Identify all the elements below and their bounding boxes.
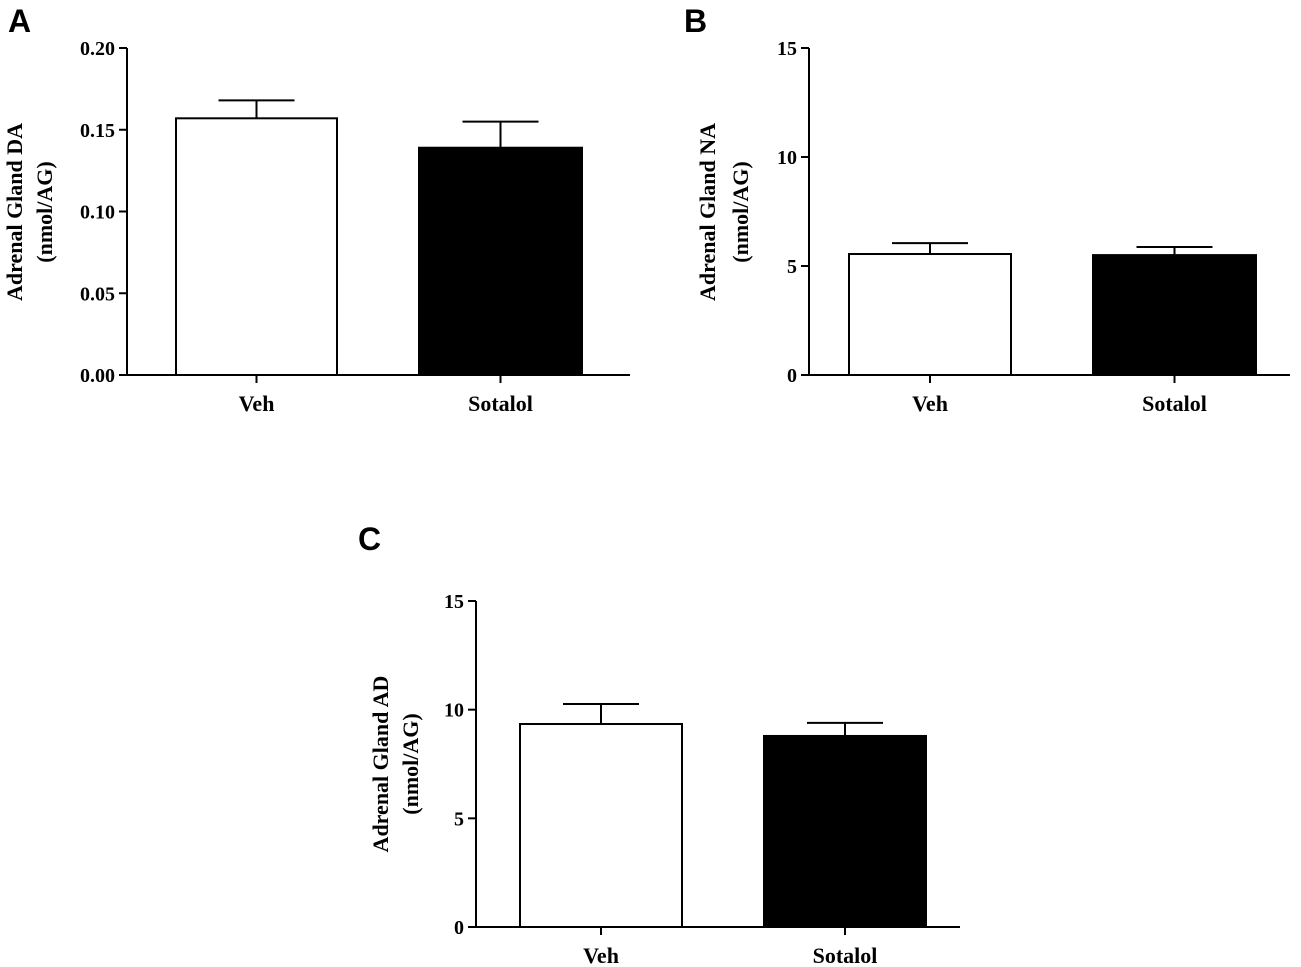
y-tick-label: 15: [444, 591, 464, 613]
y-tick-label: 15: [777, 38, 797, 60]
bar-sotalol: [1092, 254, 1257, 377]
y-tick-label: 0.20: [80, 38, 115, 60]
bar-veh: [848, 253, 1012, 376]
x-tick-label: Veh: [912, 391, 948, 416]
y-axis-label: (nmol/AG): [32, 161, 57, 262]
x-tick-label: Sotalol: [468, 391, 533, 416]
y-axis-label: Adrenal Gland DA: [2, 123, 27, 301]
y-tick-label: 0.00: [80, 365, 115, 387]
x-tick-label: Veh: [239, 391, 275, 416]
x-tick-label: Sotalol: [813, 943, 878, 967]
bar-sotalol: [763, 734, 927, 928]
y-tick-label: 0: [787, 365, 797, 387]
panel-label: A: [8, 3, 31, 39]
y-axis-label: (nmol/AG): [728, 161, 753, 262]
bar-veh: [519, 723, 683, 929]
y-axis-label: Adrenal Gland NA: [695, 123, 720, 301]
x-tick-label: Veh: [583, 943, 619, 967]
y-tick-label: 0: [454, 917, 464, 939]
y-tick-label: 5: [787, 256, 797, 278]
y-axis-label: Adrenal Gland AD: [368, 676, 393, 853]
panel-label: C: [358, 521, 381, 557]
x-tick-label: Sotalol: [1142, 391, 1207, 416]
y-tick-label: 10: [444, 700, 464, 722]
y-tick-label: 0.10: [80, 202, 115, 224]
y-tick-label: 0.05: [80, 283, 115, 305]
y-tick-label: 5: [454, 808, 464, 830]
bar-sotalol: [418, 146, 583, 376]
y-tick-label: 0.15: [80, 120, 115, 142]
y-tick-label: 10: [777, 147, 797, 169]
panel-label: B: [684, 3, 707, 39]
bar-veh: [175, 117, 338, 377]
y-axis-label: (nmol/AG): [398, 713, 423, 814]
